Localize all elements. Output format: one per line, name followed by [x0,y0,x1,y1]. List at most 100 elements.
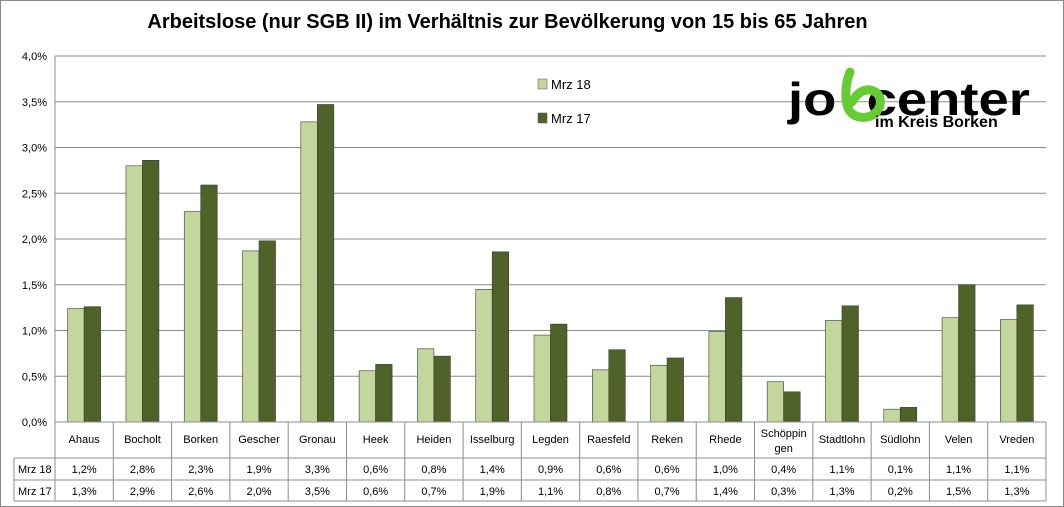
x-tick-label: Isselburg [470,434,515,446]
table-cell-value: 0,2% [888,486,913,498]
bar-mrz-17-ahaus [83,306,101,423]
table-series-label: Mrz 17 [18,486,52,498]
table-cell-value: 0,6% [363,464,388,476]
bar-mrz-17-raesfeld [608,349,626,423]
bar-mrz-17-stadtlohn [841,305,859,423]
y-tick-label: 3,5% [22,97,47,109]
table-series-label: Mrz 18 [18,464,52,476]
table-cell-value: 1,9% [246,464,271,476]
table-cell-value: 1,4% [480,464,505,476]
table-cell-value: 3,5% [305,486,330,498]
bar-mrz-17-reken [666,357,684,423]
bar-mrz-17-vreden [1016,304,1034,423]
y-tick-label: 0,5% [22,371,47,383]
x-tick-label: Legden [532,434,569,446]
x-tick-label: Südlohn [880,434,920,446]
y-tick-label: 0,0% [22,417,47,429]
bar-mrz-17-heiden [433,355,451,423]
legend-swatch-mrz-18 [537,78,548,90]
x-tick-label: Rhede [709,434,741,446]
jobcenter-logo: jo center im Kreis Borken [787,67,1030,131]
x-tick-label: Ahaus [69,434,101,446]
table-cell-value: 2,6% [188,486,213,498]
bar-mrz-18-borken [183,211,202,423]
table-cell-value: 1,4% [713,486,738,498]
legend-label-mrz-18: Mrz 18 [551,77,591,92]
table-cell-value: 3,3% [305,464,330,476]
bars [67,104,1034,423]
logo-b-swoosh [841,67,885,122]
x-tick-label: Vreden [999,434,1034,446]
y-tick-label: 1,0% [22,326,47,338]
bar-mrz-17-gronau [317,104,335,423]
bar-mrz-17-südlohn [899,407,918,423]
table-cell-value: 1,1% [1004,464,1029,476]
y-tick-label: 2,0% [22,234,47,246]
table-cell-value: 1,1% [538,486,563,498]
logo-text: jo center [787,73,1030,125]
bar-mrz-18-isselburg [475,289,493,423]
table-cell-value: 1,9% [480,486,505,498]
table-cell-value: 0,9% [538,464,563,476]
y-tick-label: 2,5% [22,188,47,200]
bar-mrz-17-isselburg [491,251,510,423]
y-tick-label: 4,0% [22,51,47,63]
table-cell-value: 2,3% [188,464,213,476]
x-tick-label: Raesfeld [587,434,630,446]
bar-mrz-18-ahaus [67,308,85,423]
table-cell-value: 0,4% [771,464,796,476]
table-cell-value: 2,0% [246,486,271,498]
table-cell-value: 1,3% [1004,486,1029,498]
table-cell-value: 1,1% [946,464,971,476]
x-tick-label: Heek [363,434,389,446]
table-cell-value: 0,1% [888,464,913,476]
bar-mrz-18-velen [941,317,959,423]
bar-mrz-18-bocholt [125,165,143,423]
table-cell-value: 0,7% [655,486,680,498]
table-cell-value: 1,5% [946,486,971,498]
table-cell-value: 0,6% [363,486,388,498]
chart-title: Arbeitslose (nur SGB II) im Verhältnis z… [147,11,868,33]
table-cell-value: 0,7% [421,486,446,498]
table-cell-value: 1,2% [72,464,97,476]
table-cell-value: 2,9% [130,486,155,498]
bar-mrz-17-rhede [725,297,743,423]
bar-mrz-17-gescher [258,240,276,423]
y-tick-labels: 0,0% 0,5% 1,0% 1,5% 2,0% 2,5% 3,0% 3,5% 4,0% [22,51,47,429]
bar-mrz-17-heek [375,364,393,423]
bar-mrz-18-vreden [1000,319,1018,423]
bar-mrz-17-legden [550,323,568,423]
bar-mrz-17-bocholt [142,160,160,423]
x-tick-label: Reken [651,434,683,446]
legend-label-mrz-17: Mrz 17 [551,111,591,126]
x-tick-label: Gescher [238,434,280,446]
table-cell-value: 0,8% [596,486,621,498]
legend-swatch-mrz-17 [537,112,548,124]
x-tick-label: Borken [183,434,218,446]
table-cell-value: 1,3% [72,486,97,498]
x-tick-label: Heiden [416,434,451,446]
x-tick-label: Gronau [299,434,336,446]
y-tick-label: 1,5% [22,280,47,292]
table-cell-value: 1,0% [713,464,738,476]
logo-subtext: im Kreis Borken [875,114,998,131]
table-cell-value: 0,6% [655,464,680,476]
bar-mrz-18-legden [533,334,551,423]
bar-mrz-18-gescher [242,250,260,423]
table-cell-value: 0,6% [596,464,621,476]
bar-mrz-18-heiden [417,348,435,423]
bar-mrz-18-raesfeld [591,369,610,423]
bar-mrz-18-gronau [300,121,318,423]
bar-mrz-17-borken [200,184,218,423]
x-tick-label: Bocholt [124,434,161,446]
table-cell-value: 1,3% [829,486,854,498]
bar-mrz-18-rhede [708,331,726,423]
table-cell-value: 2,8% [130,464,155,476]
legend: Mrz 18 Mrz 17 [537,77,591,126]
bar-mrz-18-reken [650,364,668,423]
data-table: Ahaus Bocholt Borken Gescher Gronau Heek Heide… [13,421,1047,502]
table-cell-value: 0,8% [421,464,446,476]
x-tick-label: Schöppin [761,428,807,440]
x-tick-label: gen [774,443,792,455]
